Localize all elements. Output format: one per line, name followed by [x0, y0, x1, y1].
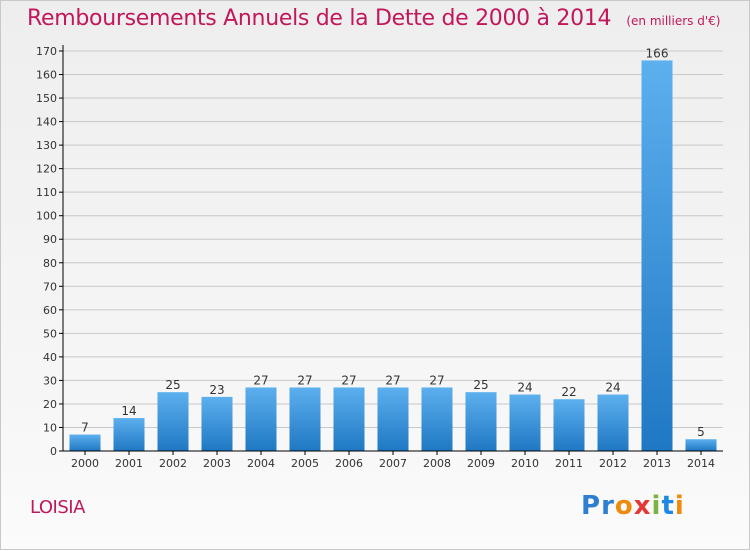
- y-tick-label: 100: [36, 210, 57, 223]
- proxiti-logo: Proxiti: [581, 491, 685, 521]
- x-tick-label: 2014: [687, 457, 715, 470]
- x-tick-label: 2012: [599, 457, 627, 470]
- x-tick-label: 2008: [423, 457, 451, 470]
- bar: [113, 418, 145, 451]
- y-tick-label: 130: [36, 139, 57, 152]
- bar-value-label: 25: [165, 378, 180, 392]
- data-labels: 7 14 25 23 27 27 27 27 27 25 24 22 24 166 5: [81, 46, 705, 439]
- x-tick-label: 2013: [643, 457, 671, 470]
- bar-value-label: 24: [517, 381, 532, 395]
- bar: [421, 387, 453, 451]
- commune-name: LOISIA: [30, 497, 85, 518]
- bar: [465, 392, 497, 451]
- x-tick-label: 2005: [291, 457, 319, 470]
- bar: [597, 394, 629, 451]
- grid-lines: [63, 50, 723, 428]
- x-tick-label: 2001: [115, 457, 143, 470]
- bar-value-label: 27: [297, 373, 312, 387]
- bar: [685, 439, 717, 451]
- y-tick-label: 170: [36, 45, 57, 58]
- y-tick-label: 50: [43, 327, 57, 340]
- y-tick-label: 10: [43, 421, 57, 434]
- x-tick-label: 2007: [379, 457, 407, 470]
- x-tick-label: 2002: [159, 457, 187, 470]
- logo-letter: P: [581, 491, 602, 521]
- x-tick-label: 2010: [511, 457, 539, 470]
- bar-value-label: 166: [646, 46, 669, 60]
- bar-value-label: 25: [473, 378, 488, 392]
- bar: [377, 387, 409, 451]
- logo-letter: i: [674, 491, 685, 521]
- logo-letter: r: [601, 491, 615, 521]
- axes: 0 10 20 30 40 50 60 70 80 90 100 110 120 130 140 150 160…: [36, 45, 723, 470]
- logo-letter: o: [614, 491, 634, 521]
- bar: [641, 60, 673, 451]
- y-tick-label: 60: [43, 304, 57, 317]
- bar-value-label: 27: [429, 373, 444, 387]
- y-tick-label: 90: [43, 233, 57, 246]
- bar: [509, 394, 541, 451]
- unit-note: (en milliers d'€): [626, 14, 721, 28]
- bar-value-label: 27: [253, 373, 268, 387]
- bar-value-label: 22: [561, 385, 576, 399]
- x-tick-label: 2009: [467, 457, 495, 470]
- bar: [69, 434, 101, 451]
- y-tick-label: 30: [43, 374, 57, 387]
- bar: [553, 399, 585, 451]
- x-tick-label: 2000: [71, 457, 99, 470]
- y-tick-label: 110: [36, 186, 57, 199]
- y-tick-label: 0: [50, 445, 57, 458]
- y-tick-label: 150: [36, 92, 57, 105]
- chart-title-block: Remboursements Annuels de la Dette de 20…: [27, 6, 720, 31]
- bar-value-label: 7: [81, 421, 89, 435]
- bar-value-label: 5: [697, 425, 705, 439]
- y-tick-label: 20: [43, 398, 57, 411]
- bar: [201, 396, 233, 451]
- bar-value-label: 27: [341, 373, 356, 387]
- bar: [289, 387, 321, 451]
- y-tick-label: 140: [36, 116, 57, 129]
- logo-letter: t: [661, 491, 675, 521]
- bar: [157, 392, 189, 451]
- x-tick-label: 2003: [203, 457, 231, 470]
- bar-value-label: 23: [209, 383, 224, 397]
- logo-letter: i: [651, 491, 662, 521]
- x-tick-label: 2004: [247, 457, 275, 470]
- y-tick-label: 70: [43, 280, 57, 293]
- x-tick-label: 2011: [555, 457, 583, 470]
- bar: [245, 387, 277, 451]
- bar-value-label: 14: [121, 404, 136, 418]
- bar-value-label: 24: [605, 381, 620, 395]
- bar: [333, 387, 365, 451]
- y-tick-label: 160: [36, 69, 57, 82]
- logo-letter: x: [633, 491, 652, 521]
- y-tick-label: 40: [43, 351, 57, 364]
- bars: [69, 60, 717, 451]
- y-tick-label: 80: [43, 257, 57, 270]
- y-tick-label: 120: [36, 163, 57, 176]
- bar-value-label: 27: [385, 373, 400, 387]
- x-tick-label: 2006: [335, 457, 363, 470]
- chart-title: Remboursements Annuels de la Dette de 20…: [27, 6, 612, 31]
